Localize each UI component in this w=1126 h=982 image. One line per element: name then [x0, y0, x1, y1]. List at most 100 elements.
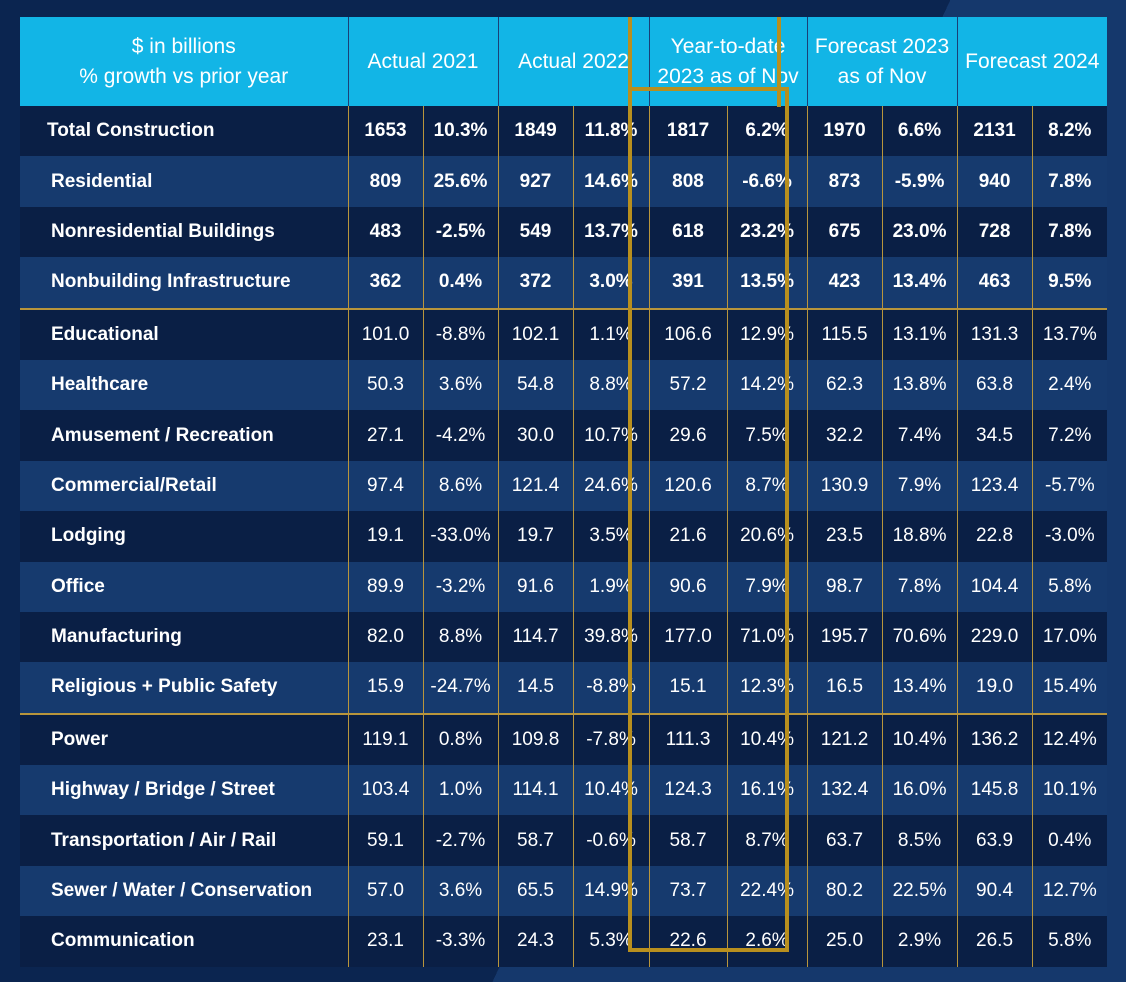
- table-row: Sewer / Water / Conservation 57.0 3.6% 65.5…: [20, 865, 1108, 917]
- growth-cell: 13.4%: [881, 662, 958, 714]
- growth-cell: 8.2%: [1031, 106, 1108, 157]
- table-row: Manufacturing 82.0 8.8% 114.7 39.8% 177.0 71.0…: [20, 611, 1108, 663]
- growth-cell: -4.2%: [422, 410, 499, 461]
- growth-cell: 12.9%: [726, 307, 808, 360]
- table-body: Total Construction 1653 10.3% 1849 11.8% 1817…: [20, 106, 1108, 967]
- value-cell: 728: [956, 206, 1033, 258]
- table-row: Highway / Bridge / Street 103.4 1.0% 114.1 1…: [20, 765, 1108, 816]
- row-label: Total Construction: [20, 106, 348, 157]
- growth-cell: 10.4%: [572, 765, 650, 816]
- value-cell: 90.4: [956, 865, 1033, 917]
- value-cell: 195.7: [806, 611, 883, 663]
- growth-cell: 25.6%: [422, 156, 499, 207]
- value-cell: 29.6: [648, 410, 728, 461]
- row-label: Communication: [20, 916, 348, 967]
- growth-cell: -2.7%: [422, 815, 499, 866]
- value-cell: 54.8: [497, 359, 574, 411]
- table-row: Communication 23.1 -3.3% 24.3 5.3% 22.6 2.6% 25…: [20, 916, 1108, 967]
- value-cell: 124.3: [648, 765, 728, 816]
- growth-cell: 6.6%: [881, 106, 958, 157]
- growth-cell: -3.3%: [422, 916, 499, 967]
- value-cell: 63.9: [956, 815, 1033, 866]
- table-row: Office 89.9 -3.2% 91.6 1.9% 90.6 7.9% 98.7 7.8% 1…: [20, 561, 1108, 612]
- value-cell: 103.4: [347, 765, 423, 816]
- growth-cell: 22.5%: [881, 865, 958, 917]
- growth-cell: 1.0%: [422, 765, 499, 816]
- value-cell: 15.9: [347, 662, 423, 714]
- growth-cell: -5.7%: [1031, 460, 1108, 512]
- growth-cell: 1.1%: [572, 307, 650, 360]
- value-cell: 136.2: [956, 712, 1033, 766]
- growth-cell: 17.0%: [1031, 611, 1108, 663]
- growth-cell: 13.7%: [1031, 307, 1108, 360]
- growth-cell: 15.4%: [1031, 662, 1108, 714]
- growth-cell: 10.7%: [572, 410, 650, 461]
- value-cell: 808: [648, 156, 728, 207]
- growth-cell: 11.8%: [572, 106, 650, 157]
- growth-cell: -24.7%: [422, 662, 499, 714]
- growth-cell: 2.4%: [1031, 359, 1108, 411]
- row-label: Manufacturing: [20, 611, 348, 663]
- growth-cell: 10.3%: [422, 106, 499, 157]
- row-label: Educational: [20, 307, 348, 360]
- value-cell: 82.0: [347, 611, 423, 663]
- value-cell: 111.3: [648, 712, 728, 766]
- table-row: Educational 101.0 -8.8% 102.1 1.1% 106.6 12.9%…: [20, 307, 1108, 360]
- growth-cell: -33.0%: [422, 511, 499, 562]
- row-label: Commercial/Retail: [20, 460, 348, 512]
- value-cell: 119.1: [347, 712, 423, 766]
- table-row: Residential 809 25.6% 927 14.6% 808 -6.6% 873 -5…: [20, 156, 1108, 207]
- header-row: $ in billions% growth vs prior year Actua…: [20, 17, 1108, 106]
- growth-cell: 5.3%: [572, 916, 650, 967]
- growth-cell: 7.9%: [881, 460, 958, 512]
- value-cell: 21.6: [648, 511, 728, 562]
- column-header: Actual 2021: [347, 17, 499, 106]
- value-cell: 73.7: [648, 865, 728, 917]
- value-cell: 57.2: [648, 359, 728, 411]
- growth-cell: -6.6%: [726, 156, 808, 207]
- value-cell: 62.3: [806, 359, 883, 411]
- growth-cell: 10.1%: [1031, 765, 1108, 816]
- growth-cell: 3.6%: [422, 359, 499, 411]
- row-label: Sewer / Water / Conservation: [20, 865, 348, 917]
- value-cell: 229.0: [956, 611, 1033, 663]
- value-cell: 132.4: [806, 765, 883, 816]
- value-cell: 91.6: [497, 561, 574, 612]
- growth-cell: 14.9%: [572, 865, 650, 917]
- growth-cell: -0.6%: [572, 815, 650, 866]
- growth-cell: -7.8%: [572, 712, 650, 766]
- construction-spending-table: $ in billions% growth vs prior year Actua…: [20, 17, 1108, 967]
- column-header: Year-to-date 2023 as of Nov: [648, 17, 808, 106]
- value-cell: 483: [347, 206, 423, 258]
- value-cell: 120.6: [648, 460, 728, 512]
- value-cell: 19.0: [956, 662, 1033, 714]
- column-header: Actual 2022: [497, 17, 650, 106]
- growth-cell: 8.7%: [726, 460, 808, 512]
- value-cell: 19.1: [347, 511, 423, 562]
- growth-cell: 7.5%: [726, 410, 808, 461]
- value-cell: 58.7: [648, 815, 728, 866]
- growth-cell: 6.2%: [726, 106, 808, 157]
- growth-cell: 0.4%: [1031, 815, 1108, 866]
- value-cell: 873: [806, 156, 883, 207]
- value-cell: 809: [347, 156, 423, 207]
- value-cell: 26.5: [956, 916, 1033, 967]
- growth-cell: 22.4%: [726, 865, 808, 917]
- growth-cell: 8.7%: [726, 815, 808, 866]
- row-label: Nonresidential Buildings: [20, 206, 348, 258]
- row-label: Highway / Bridge / Street: [20, 765, 348, 816]
- value-cell: 90.6: [648, 561, 728, 612]
- growth-cell: 23.2%: [726, 206, 808, 258]
- value-cell: 1970: [806, 106, 883, 157]
- value-cell: 549: [497, 206, 574, 258]
- value-cell: 145.8: [956, 765, 1033, 816]
- value-cell: 177.0: [648, 611, 728, 663]
- value-cell: 89.9: [347, 561, 423, 612]
- value-cell: 14.5: [497, 662, 574, 714]
- value-cell: 101.0: [347, 307, 423, 360]
- growth-cell: 16.0%: [881, 765, 958, 816]
- column-header: $ in billions% growth vs prior year: [20, 17, 348, 106]
- value-cell: 16.5: [806, 662, 883, 714]
- value-cell: 2131: [956, 106, 1033, 157]
- value-cell: 1849: [497, 106, 574, 157]
